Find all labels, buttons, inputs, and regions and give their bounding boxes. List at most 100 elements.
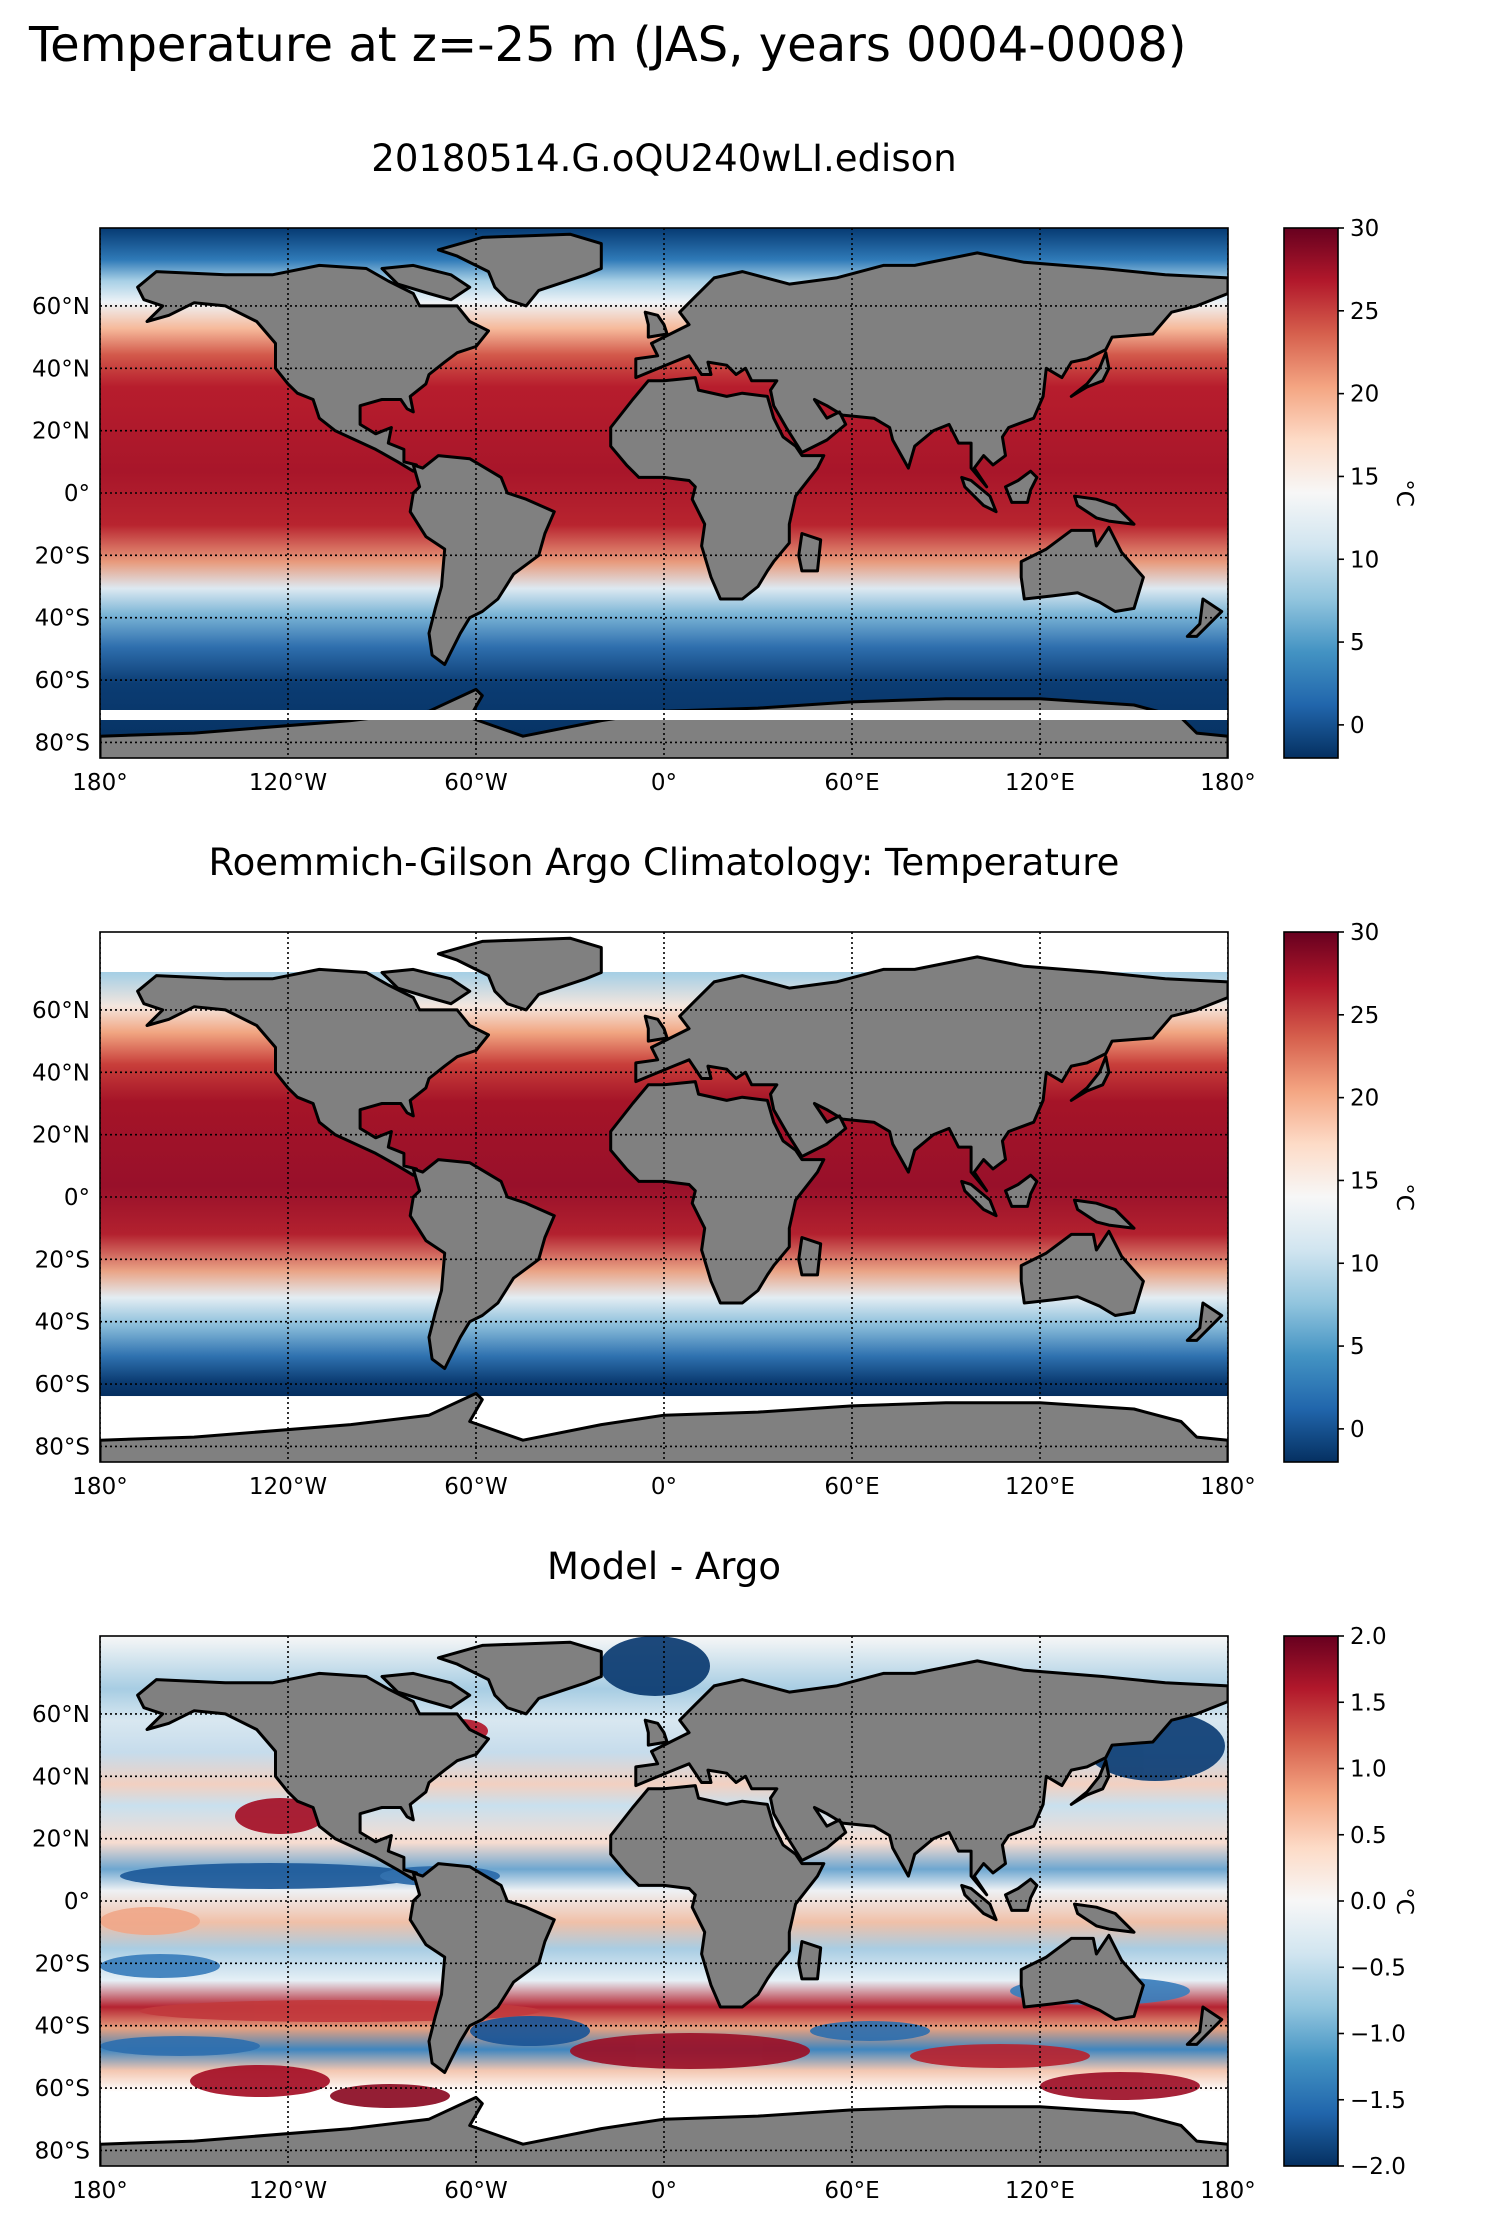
lat-tick-label: 20°N <box>32 1123 90 1149</box>
colorbar-tick-label: 0 <box>1350 1417 1365 1443</box>
lat-tick-label: 0° <box>64 481 90 507</box>
lon-tick-label: 180° <box>1200 2178 1255 2204</box>
colorbar-gradient <box>1283 931 1339 1463</box>
colorbar-argo: 30 25 20 15 10 5 0 °C <box>1283 920 1417 1463</box>
lat-tick-label: 60°S <box>35 668 90 694</box>
lon-tick-label: 120°W <box>249 2178 327 2204</box>
land-australia <box>1019 1933 1145 2021</box>
lon-tick-label: 60°W <box>444 2178 508 2204</box>
land-africa <box>609 1080 826 1305</box>
lat-tick-label: 0° <box>64 1889 90 1915</box>
lon-tick-label: 60°W <box>444 1474 508 1500</box>
lat-labels: 60°N 40°N 20°N 0° 20°S 40°S 60°S 80°S <box>32 998 90 1460</box>
land-eurasia <box>634 955 1228 1193</box>
colorbar-tick-label: 0.5 <box>1350 1823 1387 1849</box>
colorbar-tick-label: −1.5 <box>1350 2088 1406 2114</box>
panel-title: Roemmich-Gilson Argo Climatology: Temper… <box>209 841 1120 884</box>
lat-tick-label: 0° <box>64 1185 90 1211</box>
colorbar-tick-label: 30 <box>1350 216 1379 242</box>
map-frame <box>99 931 1229 1463</box>
lat-tick-label: 40°S <box>35 2014 90 2040</box>
lat-tick-label: 60°S <box>35 1372 90 1398</box>
lat-tick-label: 60°N <box>32 998 90 1024</box>
colorbar-tick-label: −1.0 <box>1350 2022 1406 2048</box>
land-eurasia <box>634 251 1228 489</box>
lon-labels: 180° 120°W 60°W 0° 60°E 120°E 180° <box>72 770 1255 796</box>
lat-tick-label: 40°S <box>35 606 90 632</box>
land-japan <box>1069 351 1111 398</box>
land-baffin <box>380 1671 472 1710</box>
land-japan <box>1069 1055 1111 1102</box>
land-new-zealand <box>1185 2005 1224 2046</box>
colorbar-tick-label: 5 <box>1350 630 1365 656</box>
land-australia <box>1019 525 1145 613</box>
panel-model: 60°N 40°N 20°N 0° 20°S 40°S 60°S 80°S 180° 120°W… <box>32 137 1256 796</box>
land-layer <box>100 232 1228 758</box>
land-sumatra <box>960 1883 998 1922</box>
land-south-america <box>408 1158 556 1370</box>
land-new-zealand <box>1185 597 1224 638</box>
colorbar-tick-label: 10 <box>1350 547 1379 573</box>
land-borneo <box>1004 469 1039 504</box>
land-africa <box>609 376 826 601</box>
colorbar-ticks: 30 25 20 15 10 5 0 <box>1338 920 1379 1443</box>
land-borneo <box>1004 1877 1039 1912</box>
colorbar-tick-label: 30 <box>1350 920 1379 946</box>
colorbar-gradient <box>1283 227 1339 759</box>
land-africa <box>609 1784 826 2009</box>
panel-title: Model - Argo <box>547 1545 781 1588</box>
land-madagascar <box>797 532 823 573</box>
lon-tick-label: 120°E <box>1005 1474 1075 1500</box>
panel-bias: 60°N 40°N 20°N 0° 20°S 40°S 60°S 80°S 180° 120°W… <box>32 1545 1256 2204</box>
colorbar-tick-label: 20 <box>1350 382 1379 408</box>
bias-anomalies <box>100 1636 1225 2108</box>
land-baffin <box>380 263 472 302</box>
lat-tick-label: 80°S <box>35 2138 90 2164</box>
lon-tick-label: 0° <box>651 770 677 796</box>
lon-tick-label: 120°E <box>1005 2178 1075 2204</box>
land-eurasia <box>634 1659 1228 1897</box>
land-layer <box>100 1640 1228 2166</box>
colorbar-label: °C <box>1391 1887 1417 1915</box>
lat-tick-label: 60°N <box>32 1702 90 1728</box>
lat-tick-label: 20°S <box>35 1951 90 1977</box>
colorbar-tick-label: 1.0 <box>1350 1757 1387 1783</box>
land-greenland <box>436 1640 603 1716</box>
lon-tick-label: 120°E <box>1005 770 1075 796</box>
lon-labels: 180° 120°W 60°W 0° 60°E 120°E 180° <box>72 2178 1255 2204</box>
gridlines <box>100 932 1228 1462</box>
land-north-america <box>136 1671 490 1881</box>
land-greenland <box>436 936 603 1012</box>
lon-tick-label: 120°W <box>249 1474 327 1500</box>
lat-tick-label: 40°N <box>32 1060 90 1086</box>
land-south-america <box>408 454 556 666</box>
land-australia <box>1019 1229 1145 1317</box>
figure-title: Temperature at z=-25 m (JAS, years 0004-… <box>28 17 1186 73</box>
lat-labels: 60°N 40°N 20°N 0° 20°S 40°S 60°S 80°S <box>32 1702 90 2164</box>
land-greenland <box>436 232 603 308</box>
lon-tick-label: 180° <box>72 2178 127 2204</box>
colorbar-label: °C <box>1391 479 1417 507</box>
land-new-guinea <box>1073 1198 1136 1230</box>
colorbar-tick-label: 1.5 <box>1350 1690 1387 1716</box>
panel-argo: 60°N 40°N 20°N 0° 20°S 40°S 60°S 80°S 180° 120°W… <box>32 841 1256 1500</box>
colorbar-tick-label: 20 <box>1350 1086 1379 1112</box>
land-north-america <box>136 967 490 1177</box>
lon-tick-label: 60°W <box>444 770 508 796</box>
lon-labels: 180° 120°W 60°W 0° 60°E 120°E 180° <box>72 1474 1255 1500</box>
lat-tick-label: 20°S <box>35 543 90 569</box>
colorbar-tick-label: 2.0 <box>1350 1624 1387 1650</box>
colorbar-tick-label: 10 <box>1350 1251 1379 1277</box>
colorbar-tick-label: 15 <box>1350 464 1379 490</box>
lat-tick-label: 60°S <box>35 2076 90 2102</box>
lat-labels: 60°N 40°N 20°N 0° 20°S 40°S 60°S 80°S <box>32 294 90 756</box>
lat-tick-label: 20°S <box>35 1247 90 1273</box>
land-uk <box>643 1718 669 1747</box>
colorbar-tick-label: 0 <box>1350 713 1365 739</box>
land-new-guinea <box>1073 494 1136 526</box>
lat-tick-label: 40°S <box>35 1310 90 1336</box>
land-uk <box>643 1014 669 1043</box>
lat-tick-label: 40°N <box>32 1764 90 1790</box>
colorbar-bias: 2.0 1.5 1.0 0.5 0.0 −0.5 −1.0 −1.5 −2.0 °C <box>1283 1624 1417 2180</box>
colorbar-model: 30 25 20 15 10 5 0 °C <box>1283 216 1417 759</box>
